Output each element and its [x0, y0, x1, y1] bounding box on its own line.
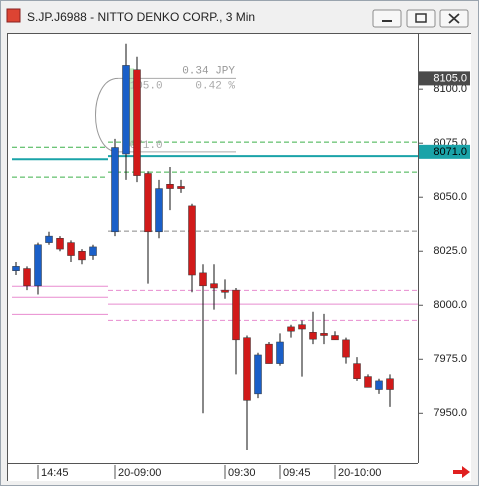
- x-tick-label: 14:45: [41, 467, 69, 479]
- measure-change: 0.34 JPY: [182, 65, 235, 77]
- candle-body: [188, 205, 196, 276]
- candle-body: [320, 333, 328, 336]
- price-marker-label: 8071.0: [433, 146, 467, 158]
- measure-arc: [95, 77, 119, 153]
- candle-body: [375, 380, 383, 390]
- price-marker: [419, 144, 470, 159]
- minimize-button[interactable]: [372, 9, 402, 28]
- candle-body: [144, 173, 152, 233]
- y-tick-label: 8050.0: [433, 191, 467, 203]
- candle-body: [232, 289, 240, 341]
- measure-pct: 0.42 %: [195, 80, 235, 92]
- price-marker-label: 8105.0: [433, 72, 467, 84]
- candle-body: [78, 250, 86, 261]
- plot: 7950.07975.08000.08025.08050.08075.08100…: [12, 43, 470, 479]
- candle-body: [353, 363, 361, 379]
- candle-body: [89, 246, 97, 256]
- candle-body: [276, 341, 284, 364]
- candle-body: [265, 343, 273, 364]
- candle-body: [386, 378, 394, 390]
- candle-body: [287, 326, 295, 332]
- x-tick-label: 20-09:00: [118, 467, 161, 479]
- candle-body: [221, 289, 229, 293]
- candle-body: [243, 337, 251, 401]
- candle-body: [67, 242, 75, 256]
- measure-to: 8105.0: [123, 80, 163, 92]
- candle-body: [34, 244, 42, 287]
- candle-body: [166, 184, 174, 189]
- measure-from: 8071.0: [123, 140, 163, 152]
- candle-body: [45, 235, 53, 243]
- x-tick-label: 09:45: [283, 467, 311, 479]
- candle-body: [210, 283, 218, 289]
- candle-body: [23, 268, 31, 287]
- candle-body: [364, 376, 372, 388]
- app-icon: [6, 8, 21, 23]
- candle-body: [254, 354, 262, 395]
- candle-body: [122, 65, 130, 155]
- candle-body: [342, 339, 350, 358]
- close-button[interactable]: [439, 9, 469, 28]
- y-tick-label: 7975.0: [433, 353, 467, 365]
- candle-body: [133, 69, 141, 176]
- y-tick-label: 8000.0: [433, 299, 467, 311]
- y-tick-label: 8025.0: [433, 245, 467, 257]
- candle-body: [12, 266, 20, 271]
- chart-background: [7, 33, 471, 481]
- candle-body: [56, 238, 64, 250]
- candle-body: [298, 324, 306, 330]
- candle-body: [309, 332, 317, 340]
- candle-body: [331, 335, 339, 341]
- price-marker: [419, 71, 470, 86]
- candle-body: [111, 147, 119, 233]
- candle-body: [199, 272, 207, 287]
- x-tick-label: 09:30: [228, 467, 256, 479]
- window-title: S.JP.J6988 - NITTO DENKO CORP., 3 Min: [27, 10, 255, 24]
- candle-body: [155, 188, 163, 233]
- scroll-arrow[interactable]: [453, 466, 470, 478]
- maximize-button[interactable]: [406, 9, 436, 28]
- candle-body: [177, 186, 185, 189]
- y-tick-label: 7950.0: [433, 407, 467, 419]
- y-tick-label: 8100.0: [433, 83, 467, 95]
- x-tick-label: 20-10:00: [338, 467, 381, 479]
